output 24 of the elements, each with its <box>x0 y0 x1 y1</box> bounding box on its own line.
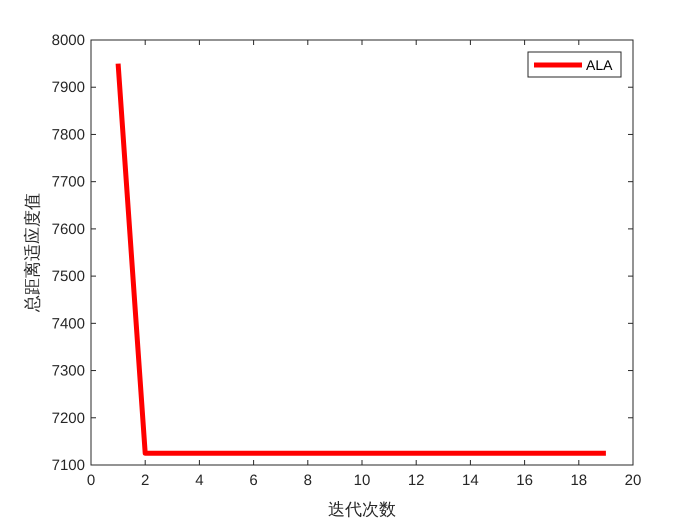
x-tick-label: 2 <box>141 472 150 489</box>
y-tick-label: 7900 <box>52 79 85 96</box>
x-tick-label: 4 <box>195 472 204 489</box>
y-tick-label: 8000 <box>52 32 85 49</box>
x-axis-title: 迭代次数 <box>328 500 396 519</box>
y-tick-label: 7700 <box>52 174 85 191</box>
x-tick-label: 20 <box>624 472 642 489</box>
x-tick-label: 12 <box>408 472 425 489</box>
x-tick-label: 16 <box>516 472 533 489</box>
y-tick-label: 7400 <box>52 315 85 332</box>
y-tick-label: 7200 <box>52 410 85 427</box>
x-tick-label: 18 <box>570 472 588 489</box>
y-tick-label: 7100 <box>52 457 85 474</box>
x-tick-label: 14 <box>462 472 479 489</box>
x-tick-label: 10 <box>354 472 370 489</box>
x-tick-label: 0 <box>86 472 96 489</box>
y-tick-label: 7300 <box>52 362 85 380</box>
y-tick-label: 7800 <box>52 126 85 144</box>
legend-label: ALA <box>586 57 614 73</box>
y-axis-title: 总距离适应度值 <box>23 193 42 313</box>
x-tick-label: 8 <box>304 472 312 489</box>
y-tick-label: 7600 <box>52 220 85 238</box>
y-tick-label: 7500 <box>52 268 85 286</box>
x-tick-label: 6 <box>249 472 258 489</box>
